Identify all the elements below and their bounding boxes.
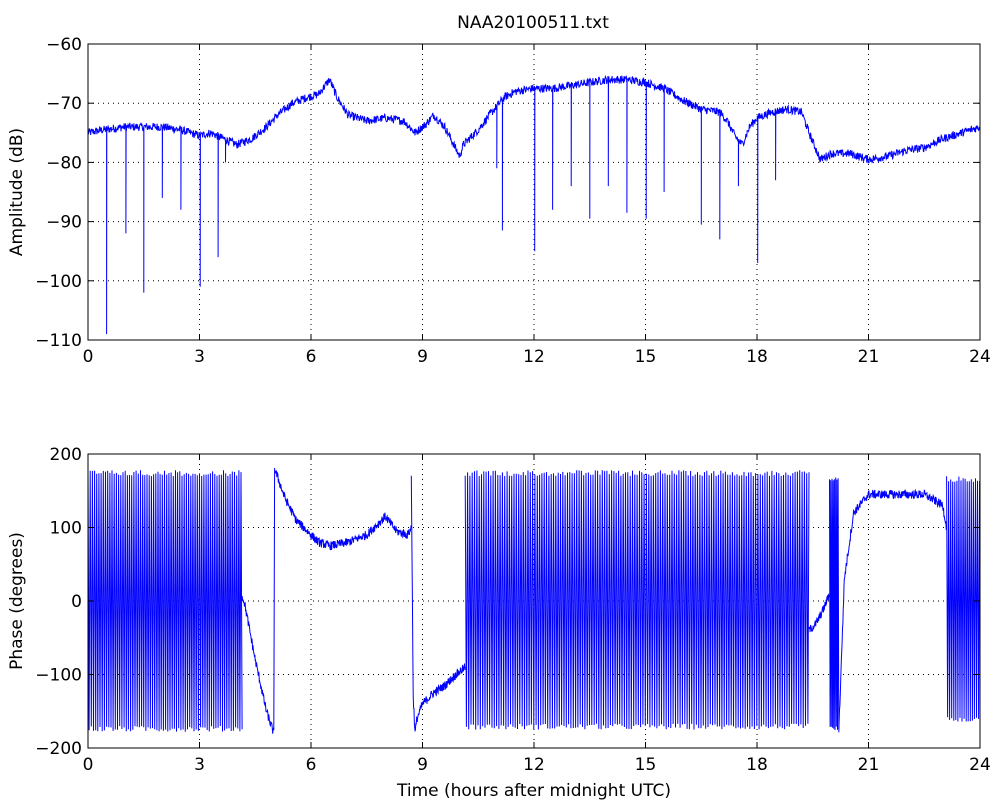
y-tick-label: −70 — [46, 94, 82, 114]
y-tick-label: −60 — [46, 35, 82, 55]
x-tick-label: 6 — [306, 755, 317, 775]
phase-axes: 0 3 6 9 12 15 18 21 24 −200 −100 0 100 200 Phase (deg… — [7, 445, 991, 801]
phase-oscillation-line — [87, 470, 243, 732]
phase-plot — [87, 467, 981, 734]
y-tick-label: 0 — [71, 592, 82, 612]
y-tick-label: 200 — [50, 445, 82, 465]
x-tick-label: 12 — [523, 755, 545, 775]
y-tick-label: −90 — [46, 213, 82, 233]
phase-series-line — [410, 475, 466, 733]
y-tick-label: −100 — [35, 272, 82, 292]
x-tick-label: 18 — [746, 755, 768, 775]
x-tick-label: 18 — [746, 347, 768, 367]
amplitude-ylabel: Amplitude (dB) — [7, 128, 27, 256]
y-tick-label: 100 — [50, 519, 82, 539]
amplitude-plot — [87, 74, 981, 335]
y-tick-label: −80 — [46, 153, 82, 173]
x-tick-label: 15 — [635, 755, 657, 775]
chart-title: NAA20100511.txt — [457, 13, 609, 33]
x-tick-label: 9 — [417, 347, 428, 367]
phase-series-line — [273, 467, 412, 731]
phase-ylabel: Phase (degrees) — [7, 532, 27, 670]
amplitude-axes: 0 3 6 9 12 15 18 21 24 −110 −100 −90 −80 −70 −60 Ampli… — [7, 35, 991, 367]
phase-ticks: 0 3 6 9 12 15 18 21 24 −200 −100 0 100 200 — [35, 445, 991, 775]
amplitude-grid — [88, 44, 980, 340]
x-tick-label: 0 — [83, 347, 94, 367]
phase-xlabel: Time (hours after midnight UTC) — [396, 781, 671, 801]
x-tick-label: 21 — [858, 347, 880, 367]
x-tick-label: 3 — [194, 755, 205, 775]
phase-series-line — [808, 593, 830, 633]
y-tick-label: −200 — [35, 739, 82, 759]
x-tick-label: 3 — [194, 347, 205, 367]
x-tick-label: 24 — [969, 347, 991, 367]
amplitude-ticks: 0 3 6 9 12 15 18 21 24 −110 −100 −90 −80 −70 −60 — [35, 35, 991, 367]
phase-series-line — [239, 594, 275, 734]
x-tick-label: 9 — [417, 755, 428, 775]
x-tick-label: 15 — [635, 347, 657, 367]
phase-oscillation-line — [829, 477, 840, 731]
x-tick-label: 24 — [969, 755, 991, 775]
x-tick-label: 6 — [306, 347, 317, 367]
y-tick-label: −110 — [35, 331, 82, 351]
x-tick-label: 0 — [83, 755, 94, 775]
x-tick-label: 12 — [523, 347, 545, 367]
x-tick-label: 21 — [858, 755, 880, 775]
phase-oscillation-line — [946, 476, 981, 722]
amplitude-series-line — [87, 74, 981, 335]
phase-oscillation-line — [464, 470, 810, 730]
y-tick-label: −100 — [35, 666, 82, 686]
phase-series-line — [838, 488, 947, 733]
